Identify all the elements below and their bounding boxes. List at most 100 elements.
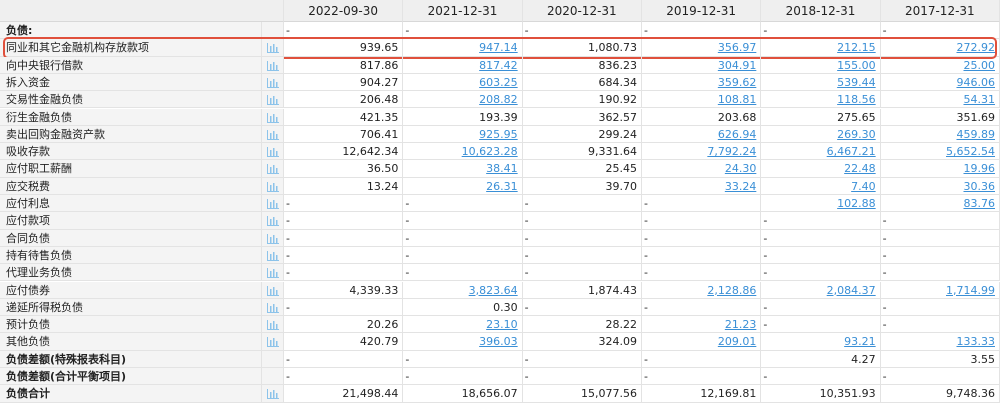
value-cell: -: [403, 246, 523, 265]
value-link[interactable]: 817.42: [479, 58, 518, 72]
value-link[interactable]: 539.44: [837, 75, 876, 89]
chart-icon[interactable]: [267, 285, 279, 296]
value-link[interactable]: 7,792.24: [707, 145, 757, 159]
value-cell: 706.41: [284, 125, 404, 144]
row-label: 交易性金融负债: [0, 91, 262, 109]
chart-icon[interactable]: [267, 319, 279, 331]
value-cell: -: [761, 212, 881, 230]
value-link[interactable]: 38.41: [486, 162, 518, 176]
chart-icon[interactable]: [267, 112, 279, 123]
value-link[interactable]: 19.96: [963, 162, 995, 176]
value-cell: 684.34: [522, 73, 642, 92]
value-link[interactable]: 23.10: [486, 318, 518, 332]
chart-icon[interactable]: [267, 129, 279, 140]
value-cell: 351.69: [880, 108, 1000, 126]
value-link[interactable]: 1,714.99: [946, 283, 995, 297]
value-link[interactable]: 26.31: [486, 179, 518, 193]
value-link[interactable]: 108.81: [717, 93, 757, 107]
value-cell: -: [284, 350, 404, 368]
value-link[interactable]: 3,823.64: [468, 283, 518, 297]
value-link[interactable]: 272.92: [956, 41, 995, 55]
value-cell: 324.09: [522, 333, 642, 351]
value-cell: 36.50: [284, 160, 404, 178]
value-link[interactable]: 209.01: [717, 335, 757, 349]
value-link[interactable]: 359.62: [717, 75, 757, 89]
icon-cell: [262, 246, 284, 265]
value-link[interactable]: 102.88: [837, 197, 876, 210]
value-cell: -: [522, 298, 642, 317]
value-link[interactable]: 33.24: [724, 179, 757, 193]
chart-icon[interactable]: [267, 336, 279, 348]
value-cell: -: [642, 298, 762, 317]
chart-icon[interactable]: [267, 233, 279, 244]
value-link[interactable]: 155.00: [837, 58, 876, 72]
value-cell: 39.70: [522, 177, 642, 195]
icon-cell: [262, 91, 284, 109]
value-link[interactable]: 5,652.54: [946, 145, 995, 159]
value-link[interactable]: 118.56: [837, 93, 876, 107]
value-cell: 25.00: [880, 56, 1000, 74]
value-link[interactable]: 603.25: [479, 75, 518, 89]
chart-icon[interactable]: [267, 42, 279, 54]
value-cell: 1,874.43: [522, 281, 642, 299]
chart-icon[interactable]: [267, 215, 279, 227]
chart-icon[interactable]: [267, 302, 279, 313]
value-link[interactable]: 54.31: [963, 93, 995, 107]
column-header: 2018-12-31: [761, 0, 881, 22]
value-link[interactable]: 2,128.86: [707, 283, 757, 297]
value-link[interactable]: 22.48: [844, 162, 876, 176]
value-link[interactable]: 946.06: [956, 75, 995, 89]
value-link[interactable]: 30.36: [963, 179, 995, 193]
value-link[interactable]: 133.33: [956, 335, 995, 349]
chart-icon[interactable]: [267, 94, 279, 106]
chart-icon[interactable]: [267, 77, 279, 88]
value-link[interactable]: 269.30: [837, 127, 876, 141]
value-cell: -: [522, 246, 642, 265]
value-link[interactable]: 304.91: [717, 58, 757, 72]
value-cell: 83.76: [880, 195, 1000, 213]
value-cell: -: [642, 368, 762, 386]
icon-cell: [262, 160, 284, 178]
chart-icon[interactable]: [267, 267, 279, 279]
icon-cell: [262, 298, 284, 317]
value-cell: 108.81: [642, 91, 762, 109]
value-link[interactable]: 947.14: [479, 41, 518, 55]
value-link[interactable]: 396.03: [479, 335, 518, 349]
value-link[interactable]: 10,623.28: [461, 145, 518, 159]
value-cell: 15,077.56: [522, 385, 642, 403]
value-cell: -: [522, 350, 642, 368]
value-link[interactable]: 925.95: [479, 127, 518, 141]
value-link[interactable]: 2,084.37: [826, 283, 876, 297]
value-link[interactable]: 6,467.21: [826, 145, 876, 159]
value-link[interactable]: 83.76: [963, 197, 995, 210]
value-link[interactable]: 212.15: [837, 41, 876, 55]
value-link[interactable]: 93.21: [844, 335, 876, 349]
row-label: 向中央银行借款: [0, 56, 262, 74]
icon-cell: [262, 108, 284, 126]
value-link[interactable]: 208.82: [479, 93, 518, 107]
value-cell: -: [642, 212, 762, 230]
chart-icon[interactable]: [267, 181, 279, 192]
value-link[interactable]: 7.40: [851, 179, 876, 193]
value-cell: 208.82: [403, 91, 523, 109]
value-cell: 21,498.44: [284, 385, 404, 403]
chart-icon[interactable]: [267, 146, 279, 158]
value-link[interactable]: 24.30: [724, 162, 757, 176]
chart-icon[interactable]: [267, 250, 279, 261]
chart-icon[interactable]: [267, 388, 279, 400]
chart-icon[interactable]: [267, 60, 279, 71]
value-cell: 539.44: [761, 73, 881, 92]
chart-icon[interactable]: [267, 163, 279, 175]
value-link[interactable]: 459.89: [956, 127, 995, 141]
value-link[interactable]: 356.97: [717, 41, 757, 55]
value-link[interactable]: 626.94: [717, 127, 757, 141]
value-cell: -: [880, 368, 1000, 386]
value-link[interactable]: 21.23: [724, 318, 757, 332]
value-cell: -: [880, 229, 1000, 247]
row-label: 负债差额(合计平衡项目): [0, 368, 262, 386]
value-cell: 7.40: [761, 177, 881, 195]
chart-icon[interactable]: [267, 198, 279, 209]
highlight-box: [3, 37, 997, 59]
value-cell: 269.30: [761, 125, 881, 144]
value-link[interactable]: 25.00: [963, 58, 995, 72]
